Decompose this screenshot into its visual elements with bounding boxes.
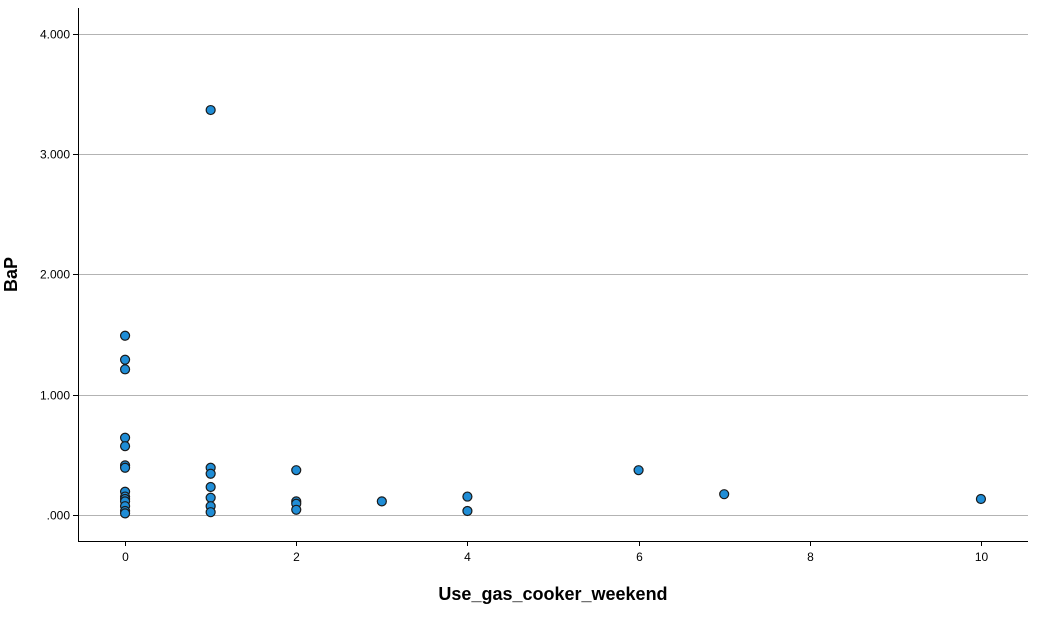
data-point xyxy=(376,496,387,507)
data-point xyxy=(291,504,302,515)
x-tick-label: 6 xyxy=(636,550,643,564)
data-point xyxy=(205,104,216,116)
y-axis-title: BaP xyxy=(1,257,21,292)
x-tick-label: 8 xyxy=(807,550,814,564)
data-point xyxy=(719,489,730,500)
axes xyxy=(73,8,1028,546)
tick-labels: .000 1.000 2.000 3.000 4.000 0 2 4 6 8 10 xyxy=(40,28,989,565)
x-tick-label: 4 xyxy=(464,550,471,564)
data-point xyxy=(462,505,473,517)
y-tick-label: 4.000 xyxy=(40,28,70,42)
data-point xyxy=(975,493,987,505)
y-tick-label: 1.000 xyxy=(40,389,70,403)
data-point xyxy=(119,354,131,365)
data-point xyxy=(119,330,131,341)
data-point xyxy=(119,441,131,452)
data-point xyxy=(119,364,131,375)
x-axis-title: Use_gas_cooker_weekend xyxy=(438,584,667,604)
data-point xyxy=(291,465,302,476)
data-point xyxy=(119,462,131,473)
data-point xyxy=(633,465,644,476)
data-point xyxy=(205,481,216,493)
gridlines xyxy=(78,34,1028,516)
y-tick-label: 2.000 xyxy=(40,268,70,282)
x-tick-label: 2 xyxy=(293,550,300,564)
y-tick-label: .000 xyxy=(47,509,71,523)
data-point xyxy=(119,508,131,519)
data-point xyxy=(205,468,216,479)
data-point xyxy=(119,432,131,443)
x-tick-label: 10 xyxy=(975,550,989,564)
data-point xyxy=(205,492,216,503)
data-point xyxy=(205,507,216,518)
data-point xyxy=(462,491,473,502)
x-tick-label: 0 xyxy=(122,550,129,564)
y-tick-label: 3.000 xyxy=(40,148,70,162)
data-points xyxy=(119,104,987,519)
